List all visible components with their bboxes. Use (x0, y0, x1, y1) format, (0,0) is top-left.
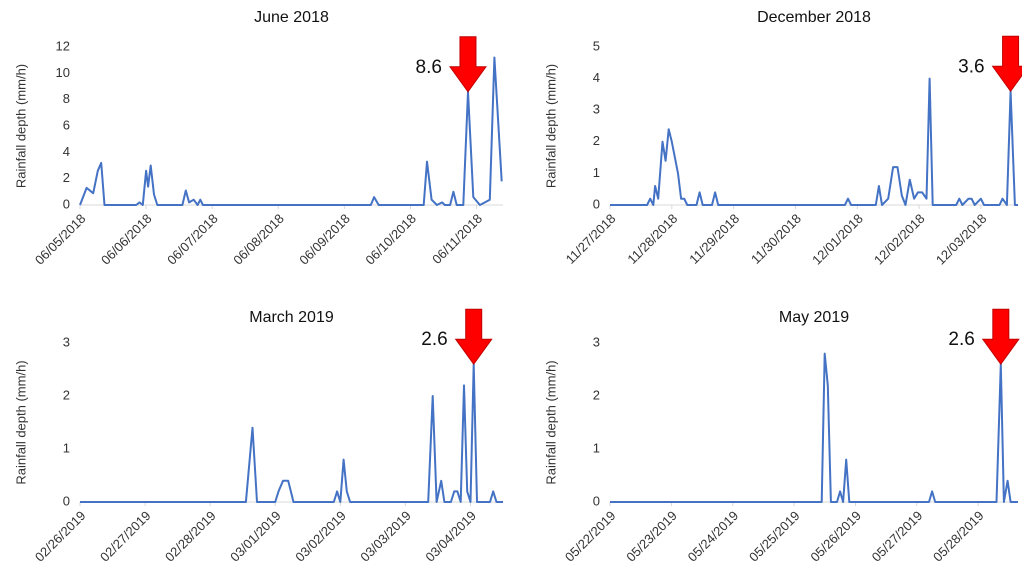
y-tick-label: 0 (63, 196, 70, 211)
y-tick-label: 4 (63, 144, 70, 159)
x-tick-label: 06/07/2018 (164, 211, 221, 268)
x-tick-label: 05/26/2019 (807, 508, 864, 565)
x-tick-label: 12/01/2018 (809, 211, 866, 268)
x-tick-label: 03/04/2019 (422, 508, 479, 565)
y-tick-label: 0 (63, 493, 70, 508)
x-tick-label: 05/25/2019 (746, 508, 803, 565)
x-tick-label: 12/02/2018 (871, 211, 928, 268)
y-tick-label: 3 (593, 102, 600, 117)
x-tick-label: 02/27/2019 (97, 508, 154, 565)
x-tick-label: 05/22/2019 (562, 508, 619, 565)
annotation-text: 2.6 (948, 329, 974, 350)
y-tick-label: 3 (63, 334, 70, 349)
annotation-arrow (454, 308, 493, 366)
x-tick-label: 05/28/2019 (930, 508, 987, 565)
subplot: May 2019 Rainfall depth (mm/h) 0 1 2 3 05/22/2… (543, 308, 1020, 565)
y-tick-label: 1 (593, 165, 600, 180)
y-tick-label: 0 (593, 493, 600, 508)
y-tick-label: 12 (56, 38, 70, 53)
y-axis-label: Rainfall depth (mm/h) (543, 64, 558, 188)
subplot: June 2018 Rainfall depth (mm/h) 0 2 4 6 8 10 12 0… (13, 9, 503, 268)
x-tick-label: 06/10/2018 (362, 211, 419, 268)
x-tick-label: 06/11/2018 (429, 211, 485, 267)
y-tick-label: 3 (593, 334, 600, 349)
y-tick-label: 1 (63, 440, 70, 455)
x-tick-label: 03/03/2019 (357, 508, 414, 565)
annotation-arrow (991, 35, 1022, 93)
annotation-text: 3.6 (958, 56, 984, 77)
x-tick-label: 03/01/2019 (227, 508, 284, 565)
subplot: December 2018 Rainfall depth (mm/h) 0 1 2 3 4 5… (543, 9, 1022, 268)
y-tick-label: 4 (593, 70, 600, 85)
y-tick-label: 1 (593, 440, 600, 455)
y-tick-label: 6 (63, 117, 70, 132)
rain-line (610, 77, 1018, 206)
subplot-title: March 2019 (249, 309, 334, 326)
x-tick-label: 02/26/2019 (32, 508, 89, 565)
y-axis-label: Rainfall depth (mm/h) (543, 360, 558, 484)
x-tick-label: 06/09/2018 (296, 211, 353, 268)
rain-line (610, 352, 1018, 503)
x-tick-label: 11/30/2018 (748, 211, 804, 267)
x-tick-label: 11/28/2018 (624, 211, 680, 267)
x-tick-label: 12/03/2018 (933, 211, 990, 268)
annotation-arrow (448, 36, 487, 93)
y-tick-label: 2 (63, 170, 70, 185)
y-tick-label: 2 (593, 387, 600, 402)
y-tick-label: 10 (56, 65, 70, 80)
x-tick-label: 06/06/2018 (98, 211, 155, 268)
rain-line (79, 56, 503, 206)
x-tick-label: 06/08/2018 (230, 211, 287, 268)
x-tick-label: 05/23/2019 (623, 508, 680, 565)
y-tick-label: 5 (593, 38, 600, 53)
annotation-text: 8.6 (416, 57, 442, 78)
rain-line (80, 363, 503, 503)
x-tick-label: 11/27/2018 (563, 211, 619, 267)
subplot: March 2019 Rainfall depth (mm/h) 0 1 2 3 02/26… (13, 308, 503, 565)
x-tick-label: 02/28/2019 (162, 508, 219, 565)
y-tick-label: 8 (63, 91, 70, 106)
y-tick-label: 2 (63, 387, 70, 402)
x-tick-label: 03/02/2019 (292, 508, 349, 565)
subplot-title: December 2018 (757, 9, 871, 26)
annotation-text: 2.6 (421, 329, 447, 350)
subplot-title: May 2019 (779, 309, 849, 326)
annotation-arrow (981, 308, 1020, 366)
y-axis-label: Rainfall depth (mm/h) (13, 64, 28, 188)
y-tick-label: 0 (593, 196, 600, 211)
subplot-title: June 2018 (254, 9, 329, 26)
x-tick-label: 05/27/2019 (869, 508, 926, 565)
y-axis-label: Rainfall depth (mm/h) (13, 360, 28, 484)
x-tick-label: 11/29/2018 (686, 211, 742, 267)
x-tick-label: 05/24/2019 (685, 508, 742, 565)
x-tick-label: 06/05/2018 (32, 211, 89, 268)
y-tick-label: 2 (593, 133, 600, 148)
